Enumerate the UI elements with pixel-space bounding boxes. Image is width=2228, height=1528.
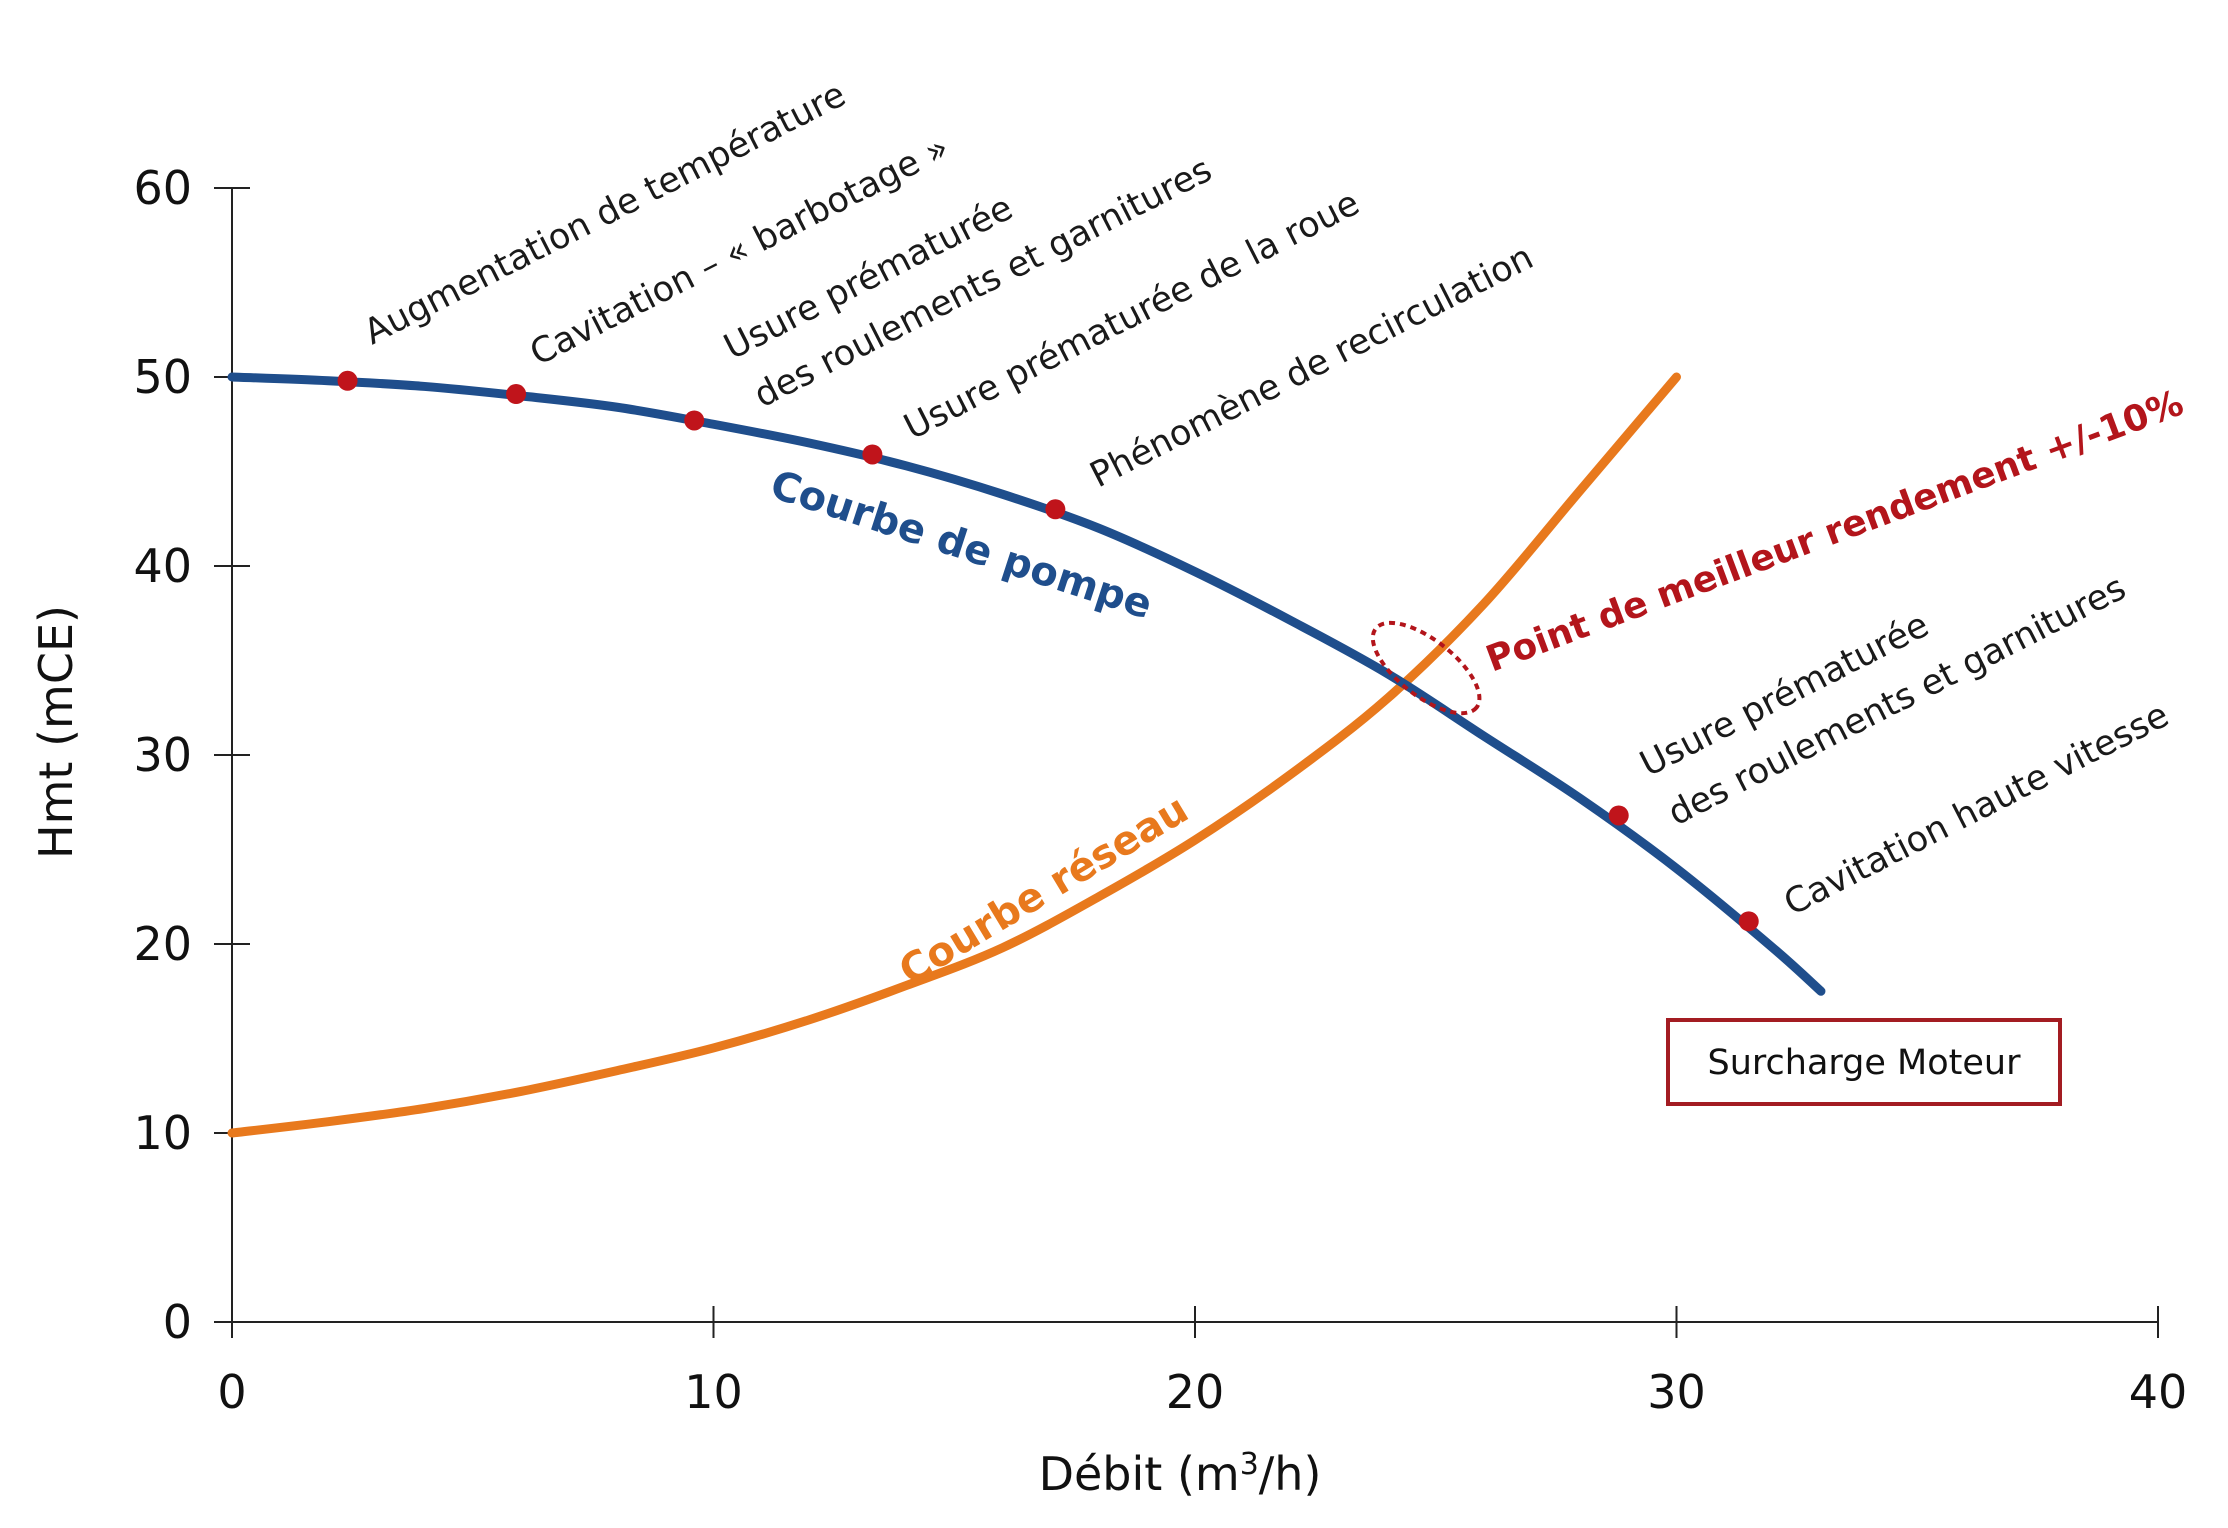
x-tick-label: 40 (2129, 1365, 2188, 1419)
annotation-recirculation: Phénomène de recirculation (1084, 237, 1540, 496)
y-tick-label: 20 (133, 917, 192, 971)
overload-box-frame (1666, 1018, 2062, 1106)
y-tick-label: 50 (133, 350, 192, 404)
overload-label: Surcharge Moteur (1708, 1043, 2022, 1083)
y-axis-title: Hmt (mCE) (29, 605, 83, 859)
y-tick-label: 60 (133, 161, 192, 215)
best-efficiency-label: Point de meilleur rendement +/-10% (1481, 383, 2189, 681)
network-curve-line (227, 372, 1681, 1138)
x-tick-label: 10 (684, 1365, 743, 1419)
series-layer (227, 372, 1826, 1138)
overload-box: Surcharge Moteur (1666, 1018, 2062, 1106)
x-tick-label: 0 (217, 1365, 246, 1419)
x-tick-label: 20 (1166, 1365, 1225, 1419)
points-layer (337, 370, 1759, 932)
operating-point-marker (1608, 805, 1629, 826)
operating-point-marker (684, 410, 705, 431)
x-ticks: 0 10 20 30 40 (217, 1306, 2187, 1419)
y-tick-label: 10 (133, 1106, 192, 1160)
x-axis-title: Débit (m3/h) (1039, 1447, 1322, 1501)
operating-point-marker (506, 384, 527, 405)
axes: 0 10 20 30 40 0 10 20 30 40 50 60 (133, 161, 2187, 1419)
best-efficiency-ellipse (1370, 620, 1482, 716)
operating-point-marker (1045, 499, 1066, 520)
operating-point-marker (862, 444, 883, 465)
x-tick-label: 30 (1647, 1365, 1706, 1419)
y-tick-label: 30 (133, 728, 192, 782)
network-curve-label: Courbe réseau (891, 786, 1196, 994)
y-ticks: 0 10 20 30 40 50 60 (133, 161, 250, 1349)
operating-point-marker (1738, 911, 1759, 932)
y-tick-label: 40 (133, 539, 192, 593)
operating-point-marker (337, 370, 358, 391)
y-tick-label: 0 (163, 1295, 192, 1349)
